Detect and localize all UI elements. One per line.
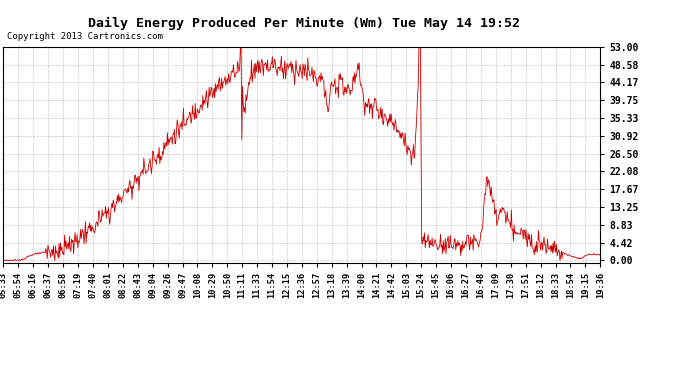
Text: Power Produced  (watts/minute): Power Produced (watts/minute) xyxy=(455,24,631,34)
Text: Daily Energy Produced Per Minute (Wm) Tue May 14 19:52: Daily Energy Produced Per Minute (Wm) Tu… xyxy=(88,17,520,30)
Text: Copyright 2013 Cartronics.com: Copyright 2013 Cartronics.com xyxy=(7,32,163,41)
